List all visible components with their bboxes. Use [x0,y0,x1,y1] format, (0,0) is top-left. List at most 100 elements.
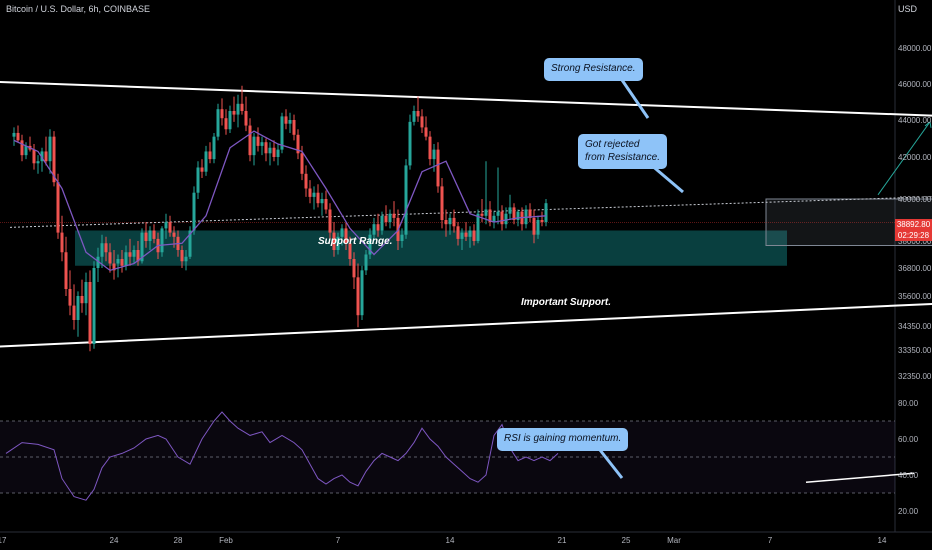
candle-body [224,118,228,130]
candle-body [88,282,92,344]
candle-body [244,111,248,126]
candle-body [280,116,284,150]
price-tick-label: 32350.00 [898,372,932,381]
candle-body [192,192,196,231]
candle-body [404,165,408,235]
candle-body [116,259,120,264]
candle-body [20,140,24,156]
candle-body [348,243,352,259]
candle-body [240,103,244,111]
candle-body [544,203,548,223]
price-tick-label: 34350.00 [898,322,932,331]
candle-body [76,296,80,320]
price-tick-label: 46000.00 [898,80,932,89]
candle-body [64,252,68,289]
candle-body [48,136,52,162]
candle-body [340,228,344,237]
candle-body [324,199,328,210]
candle-body [160,228,164,253]
candle-body [188,230,192,257]
price-tick-label: 36800.00 [898,264,932,273]
rsi-tick-label: 80.00 [898,399,919,408]
time-tick-label: 17 [0,536,7,545]
candle-body [184,256,188,262]
candle-body [320,199,324,204]
rsi-tick-label: 60.00 [898,435,919,444]
candle-body [80,296,84,304]
candle-body [24,145,28,156]
candle-body [360,270,364,316]
time-tick-label: 21 [558,536,567,545]
candle-body [460,232,464,239]
time-tick-label: 28 [174,536,183,545]
price-tick-label: 35600.00 [898,292,932,301]
candle-body [56,182,60,233]
candle-body [276,149,280,157]
candle-body [84,282,88,304]
candle-body [500,211,504,225]
current-price-badge: 38892.80 02:29:28 [895,219,932,241]
candle-body [456,226,460,239]
price-tick-label: 44000.00 [898,116,932,125]
resistance-trendline [0,81,932,117]
candle-body [376,224,380,231]
candle-body [172,232,176,237]
candle-body [168,222,172,233]
time-tick-label: 25 [622,536,631,545]
candle-body [164,222,168,229]
price-tick-label: 48000.00 [898,44,932,53]
time-tick-label: 24 [110,536,119,545]
candle-body [208,151,212,160]
candle-body [228,111,232,130]
candle-body [248,125,252,156]
candle-body [468,230,472,237]
candle-body [304,173,308,189]
candle-body [12,132,16,137]
candle-body [388,213,392,223]
callout-tail-resistance [620,79,650,119]
candle-body [196,167,200,193]
currency-label: USD [898,4,918,14]
callout-got-rejected: Got rejected from Resistance. [578,134,668,169]
candle-body [516,211,520,220]
price-tick-label: 33350.00 [898,346,932,355]
candle-body [356,277,360,316]
price-tick-label: 38000.00 [898,237,932,246]
time-tick-label: 14 [446,536,455,545]
candle-body [428,136,432,160]
candle-body [68,289,72,306]
candle-body [136,250,140,262]
candle-body [120,259,124,266]
projection-arrow-line [877,121,931,196]
symbol-title[interactable]: Bitcoin / U.S. Dollar, 6h, COINBASE [6,4,151,14]
callout-tail-rsi [598,449,624,479]
rsi-line [5,411,559,501]
candle-body [268,147,272,154]
candle-body [332,232,336,250]
candle-body [100,243,104,257]
candle-body [436,149,440,187]
candle-body [492,215,496,223]
callout-strong-resistance: Strong Resistance. [544,58,643,81]
projection-arrow-head [924,121,932,128]
candle-body [216,109,220,137]
candle-body [440,186,444,220]
candle-body [152,230,156,239]
candle-body [308,188,312,197]
candle-body [92,268,96,344]
support-trendline [0,302,932,348]
bar-countdown: 02:29:28 [897,231,930,240]
candle-body [204,151,208,172]
candle-body [180,250,184,262]
candle-body [476,213,480,241]
candle-body [416,111,420,117]
rsi-tick-label: 20.00 [898,507,919,516]
candle-body [108,252,112,264]
candle-body [232,111,236,115]
label-support-range: Support Range. [318,236,393,247]
candle-body [412,111,416,122]
candle-body [536,220,540,235]
candle-body [532,217,536,235]
candle-body [140,232,144,262]
